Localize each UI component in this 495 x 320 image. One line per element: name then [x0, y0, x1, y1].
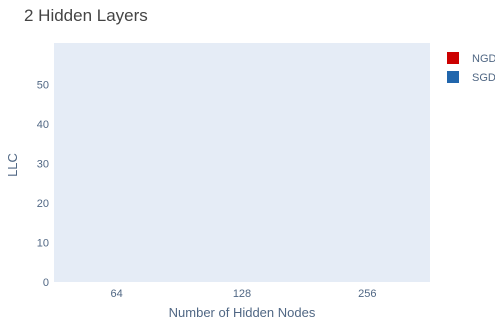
y-tick-label: 40 [37, 119, 49, 131]
plot-background [54, 43, 430, 282]
legend-label: NGD [472, 53, 495, 65]
y-tick-label: 30 [37, 158, 49, 170]
chart-title: 2 Hidden Layers [24, 6, 148, 25]
y-tick-label: 0 [43, 277, 49, 289]
y-axis-ticks: 0 10 20 30 40 50 [37, 79, 49, 289]
legend-swatch [447, 71, 459, 83]
x-tick-label: 128 [233, 288, 251, 300]
legend-item-ngd[interactable]: NGD [447, 52, 495, 65]
x-tick-label: 64 [111, 288, 123, 300]
legend-label: SGD [472, 72, 495, 84]
y-tick-label: 20 [37, 198, 49, 210]
y-axis-title: LLC [5, 153, 20, 177]
legend-swatch [447, 52, 459, 64]
y-tick-label: 10 [37, 237, 49, 249]
x-axis-ticks: 64 128 256 [111, 288, 377, 300]
x-axis-title: Number of Hidden Nodes [169, 305, 316, 320]
legend-item-sgd[interactable]: SGD [447, 71, 495, 84]
x-tick-label: 256 [358, 288, 376, 300]
y-tick-label: 50 [37, 79, 49, 91]
legend[interactable]: NGD SGD [447, 52, 495, 84]
